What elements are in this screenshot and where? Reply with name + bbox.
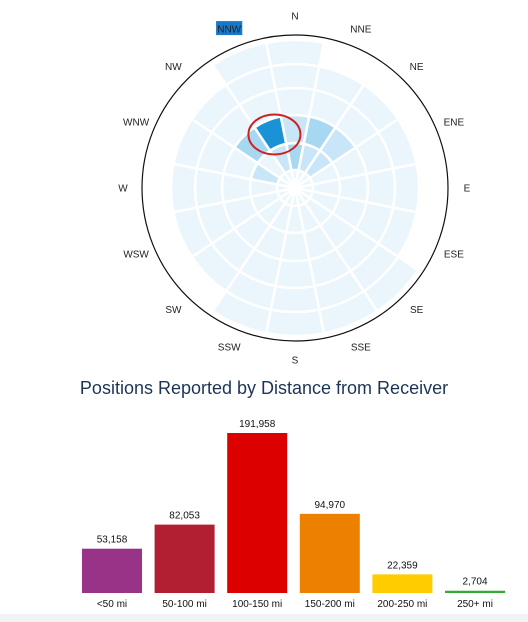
radar-cell-n-4[interactable]	[269, 62, 321, 92]
radar-cell-nnw-5[interactable]	[211, 41, 273, 87]
direction-label-n[interactable]: N	[291, 12, 298, 23]
radar-cell-e-4[interactable]	[391, 162, 421, 214]
footer-strip	[0, 614, 528, 622]
bar-1[interactable]	[154, 524, 215, 593]
bar-category-label: 150-200 mi	[305, 599, 355, 610]
radar-cell-s-4[interactable]	[269, 284, 321, 314]
radar-cell-e-3[interactable]	[365, 167, 397, 209]
direction-label-e[interactable]: E	[464, 184, 471, 195]
bar-4[interactable]	[372, 574, 433, 593]
bar-value-label: 2,704	[462, 577, 487, 588]
bar-2[interactable]	[227, 433, 288, 593]
bar-value-label: 82,053	[169, 511, 200, 522]
bar-5[interactable]	[445, 590, 505, 593]
direction-label-sse[interactable]: SSE	[351, 342, 371, 353]
bar-value-label: 53,158	[97, 535, 128, 546]
radar-cell-n-5[interactable]	[264, 38, 326, 68]
distance-bar-chart: 53,158 <50 mi 82,053 50-100 mi 191,958 100-15…	[82, 419, 505, 610]
bar-category-label: <50 mi	[97, 599, 127, 610]
direction-label-nne[interactable]: NNE	[350, 25, 371, 36]
direction-label-nnw[interactable]: NNW	[217, 25, 241, 36]
direction-label-ne[interactable]: NE	[410, 62, 424, 73]
bar-value-label: 191,958	[239, 419, 276, 430]
bar-0[interactable]	[82, 548, 142, 593]
polar-range-chart: N NNE NE ENE E ESE SE SSE S SSW SW WSW W WNW NW NNW	[118, 12, 471, 367]
direction-label-selected-bg	[216, 21, 243, 36]
bar-value-label: 94,970	[315, 500, 346, 511]
radar-cell-e-5[interactable]	[415, 157, 445, 219]
bar-category-label: 200-250 mi	[377, 599, 427, 610]
direction-label-nw[interactable]: NW	[165, 62, 182, 73]
bar-value-label: 22,359	[387, 560, 418, 571]
bar-3[interactable]	[299, 513, 360, 593]
direction-label-s[interactable]: S	[292, 356, 299, 367]
direction-label-se[interactable]: SE	[410, 305, 424, 316]
direction-label-wnw[interactable]: WNW	[123, 118, 150, 129]
bar-category-label: 100-150 mi	[232, 599, 282, 610]
direction-label-sw[interactable]: SW	[165, 305, 182, 316]
radar-cell-w-4[interactable]	[169, 162, 199, 214]
radar-cell-s-3[interactable]	[274, 258, 316, 290]
direction-label-wsw[interactable]: WSW	[123, 249, 149, 260]
bar-category-label: 50-100 mi	[162, 599, 206, 610]
radar-cell-w-5[interactable]	[145, 157, 175, 219]
bar-category-label: 250+ mi	[457, 599, 493, 610]
radar-cell-n-3[interactable]	[274, 86, 316, 118]
radar-cell-s-5[interactable]	[264, 308, 326, 338]
selection-highlight-ring	[247, 113, 302, 156]
radar-cell-w-3[interactable]	[193, 167, 225, 209]
direction-label-ene[interactable]: ENE	[444, 118, 465, 129]
section-title: Positions Reported by Distance from Rece…	[79, 378, 449, 398]
direction-label-ssw[interactable]: SSW	[218, 342, 241, 353]
direction-label-w[interactable]: W	[118, 184, 128, 195]
direction-label-ese[interactable]: ESE	[444, 249, 464, 260]
